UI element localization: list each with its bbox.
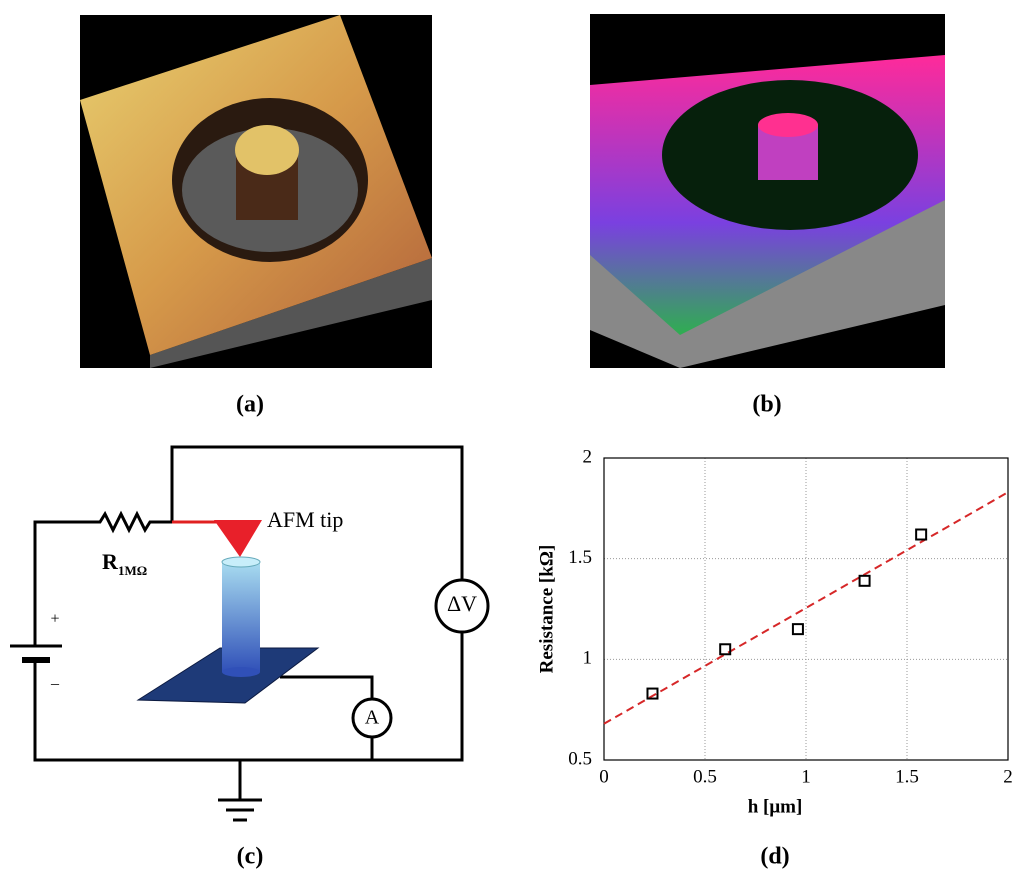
plot-frame [603, 457, 1009, 761]
point [719, 643, 732, 656]
panel-label: (a) [236, 392, 264, 418]
plus-label: + [50, 611, 59, 628]
resistor-subscript: 1MΩ [118, 563, 147, 578]
afm-image [80, 15, 432, 368]
x-axis-label: h [μm] [748, 796, 803, 817]
y-tick-label: 2 [583, 446, 593, 467]
circuit: AFM tip ΔV A + – R 1MΩ [10, 445, 490, 822]
point [858, 574, 871, 587]
x-tick-label: 0 [599, 766, 609, 787]
voltmeter-label: ΔV [447, 591, 477, 616]
conductance-image [590, 14, 945, 368]
minus-label: – [50, 676, 60, 693]
y-tick-label: 1.5 [568, 547, 592, 568]
tip-label: AFM tip [267, 507, 343, 532]
point [646, 687, 659, 700]
y-tick-label: 0.5 [568, 748, 592, 769]
panel-label: (d) [760, 844, 789, 870]
x-tick-label: 0.5 [693, 766, 717, 787]
x-tick-label: 2 [1003, 766, 1013, 787]
point [915, 528, 928, 541]
point [791, 623, 804, 636]
ammeter-label: A [365, 707, 380, 729]
y-axis-label: Resistance [kΩ] [536, 545, 557, 674]
x-tick-label: 1.5 [895, 766, 919, 787]
panel-label: (b) [752, 392, 781, 418]
resistor-label: R [102, 549, 119, 574]
x-tick-label: 1 [801, 766, 811, 787]
panel-label: (c) [237, 844, 264, 870]
y-tick-label: 1 [583, 648, 593, 669]
